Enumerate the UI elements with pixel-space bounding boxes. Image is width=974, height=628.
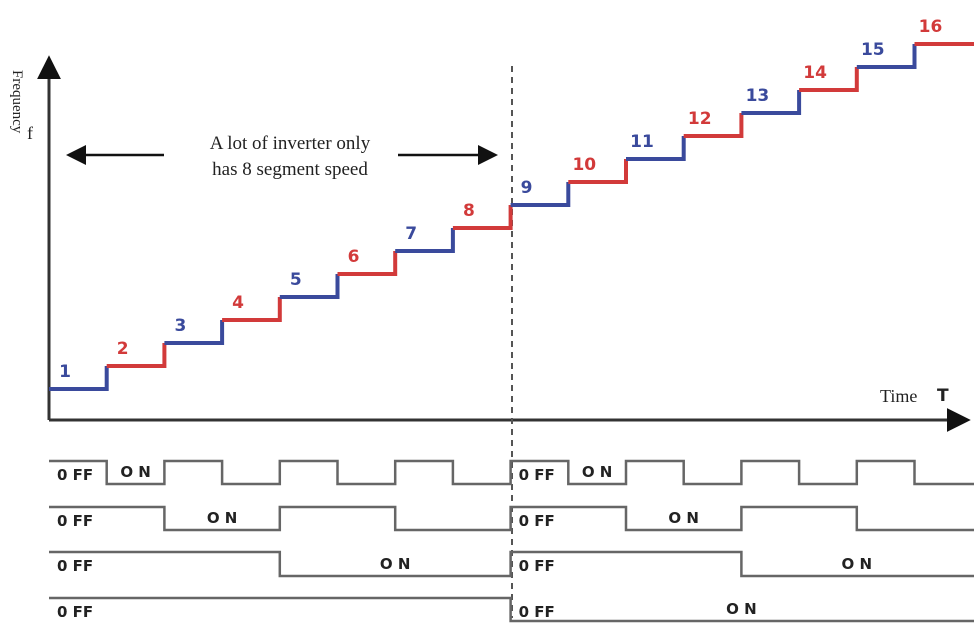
step-segment-4 [222, 297, 282, 322]
off-label: 0 FF [57, 512, 93, 530]
step-label-11: 11 [630, 132, 654, 152]
on-label: O N [842, 555, 873, 573]
step-segment-12 [683, 113, 744, 138]
x-axis-symbol: T [937, 386, 949, 406]
off-label: 0 FF [519, 466, 555, 484]
step-segment-5 [279, 274, 340, 299]
step-segment-13 [741, 90, 802, 115]
step-segment-10 [568, 159, 628, 184]
step-segment-14 [799, 67, 859, 92]
y-axis-label: Frequency [9, 70, 25, 134]
step-segment-7 [395, 228, 455, 253]
signal-waveform-1 [49, 459, 974, 486]
axes [37, 55, 971, 432]
on-label: O N [207, 509, 238, 527]
step-segment-3 [164, 320, 225, 345]
step-label-15: 15 [861, 40, 885, 60]
frequency-staircase [49, 42, 974, 391]
off-label: 0 FF [57, 557, 93, 575]
off-label: 0 FF [519, 512, 555, 530]
annotation-line-2: has 8 segment speed [212, 159, 368, 180]
step-label-5: 5 [290, 270, 302, 290]
annotation: A lot of inverter only has 8 segment spe… [66, 133, 498, 180]
y-axis-symbol: f [27, 123, 33, 143]
off-label: 0 FF [519, 603, 555, 621]
step-label-13: 13 [746, 86, 770, 106]
on-label: O N [120, 463, 151, 481]
step-label-4: 4 [232, 293, 244, 313]
step-label-12: 12 [688, 109, 712, 129]
annotation-line-1: A lot of inverter only [210, 133, 371, 154]
off-label: 0 FF [57, 603, 93, 621]
step-label-6: 6 [348, 247, 360, 267]
step-segment-11 [626, 136, 686, 161]
step-segment-1 [49, 366, 109, 391]
step-segment-9 [510, 182, 571, 207]
signal-waveform-2 [49, 505, 974, 532]
on-label: O N [668, 509, 699, 527]
step-segment-8 [452, 205, 513, 230]
step-label-16: 16 [919, 17, 943, 37]
switch-signals [49, 459, 974, 623]
step-label-14: 14 [803, 63, 827, 83]
step-label-9: 9 [521, 178, 533, 198]
step-segment-15 [856, 44, 917, 69]
off-label: 0 FF [57, 466, 93, 484]
signal-state-labels: 0 FF O N 0 FF O N 0 FF O N 0 FF O N 0 FF O N 0 FF O… [57, 463, 872, 621]
step-label-3: 3 [174, 316, 186, 336]
on-label: O N [380, 555, 411, 573]
on-label: O N [582, 463, 613, 481]
step-label-2: 2 [117, 339, 129, 359]
signal-waveform-3 [49, 550, 974, 578]
on-label: O N [726, 600, 757, 618]
step-segment-2 [106, 343, 167, 368]
step-label-1: 1 [59, 362, 71, 382]
step-label-10: 10 [572, 155, 596, 175]
x-axis-label: Time [880, 386, 917, 406]
signal-waveform-4 [49, 596, 974, 623]
step-label-8: 8 [463, 201, 475, 221]
step-segment-6 [337, 251, 398, 276]
step-label-7: 7 [405, 224, 417, 244]
off-label: 0 FF [519, 557, 555, 575]
